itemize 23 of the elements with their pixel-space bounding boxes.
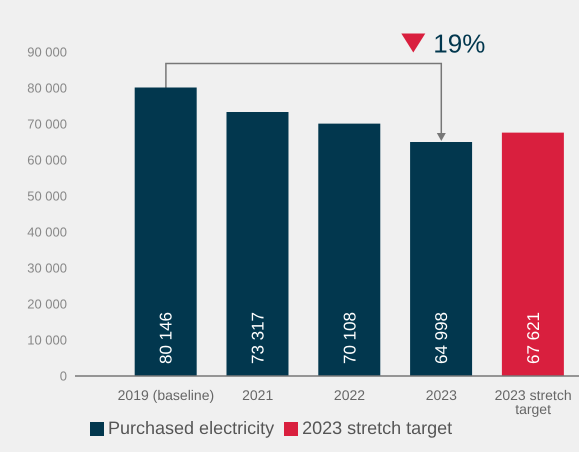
y-tick-label: 20 000 <box>27 296 67 312</box>
x-tick-label: 2021 <box>242 386 274 403</box>
data-label: 70 108 <box>340 312 360 364</box>
y-tick-label: 0 <box>60 368 67 384</box>
data-label: 64 998 <box>432 312 452 364</box>
annotation: 19% <box>433 28 486 58</box>
y-tick-label: 80 000 <box>27 80 67 96</box>
y-tick-label: 60 000 <box>27 152 67 168</box>
x-tick-label: 2023 stretch target <box>494 386 572 417</box>
legend-label: Purchased electricity <box>108 418 274 438</box>
legend-label: 2023 stretch target <box>302 418 452 438</box>
data-label: 80 146 <box>156 312 176 364</box>
y-tick-label: 40 000 <box>27 224 67 240</box>
y-tick-label: 10 000 <box>27 332 67 348</box>
x-tick-label: 2023 <box>426 386 458 403</box>
y-tick-label: 50 000 <box>27 188 67 204</box>
y-tick-label: 70 000 <box>27 116 67 132</box>
data-label: 73 317 <box>248 312 268 364</box>
x-tick-label: 2019 (baseline) <box>118 386 214 403</box>
data-label: 67 621 <box>524 312 543 364</box>
y-tick-label: 90 000 <box>27 44 67 60</box>
x-tick-label: 2022 <box>334 386 366 403</box>
y-tick-label: 30 000 <box>27 260 67 276</box>
